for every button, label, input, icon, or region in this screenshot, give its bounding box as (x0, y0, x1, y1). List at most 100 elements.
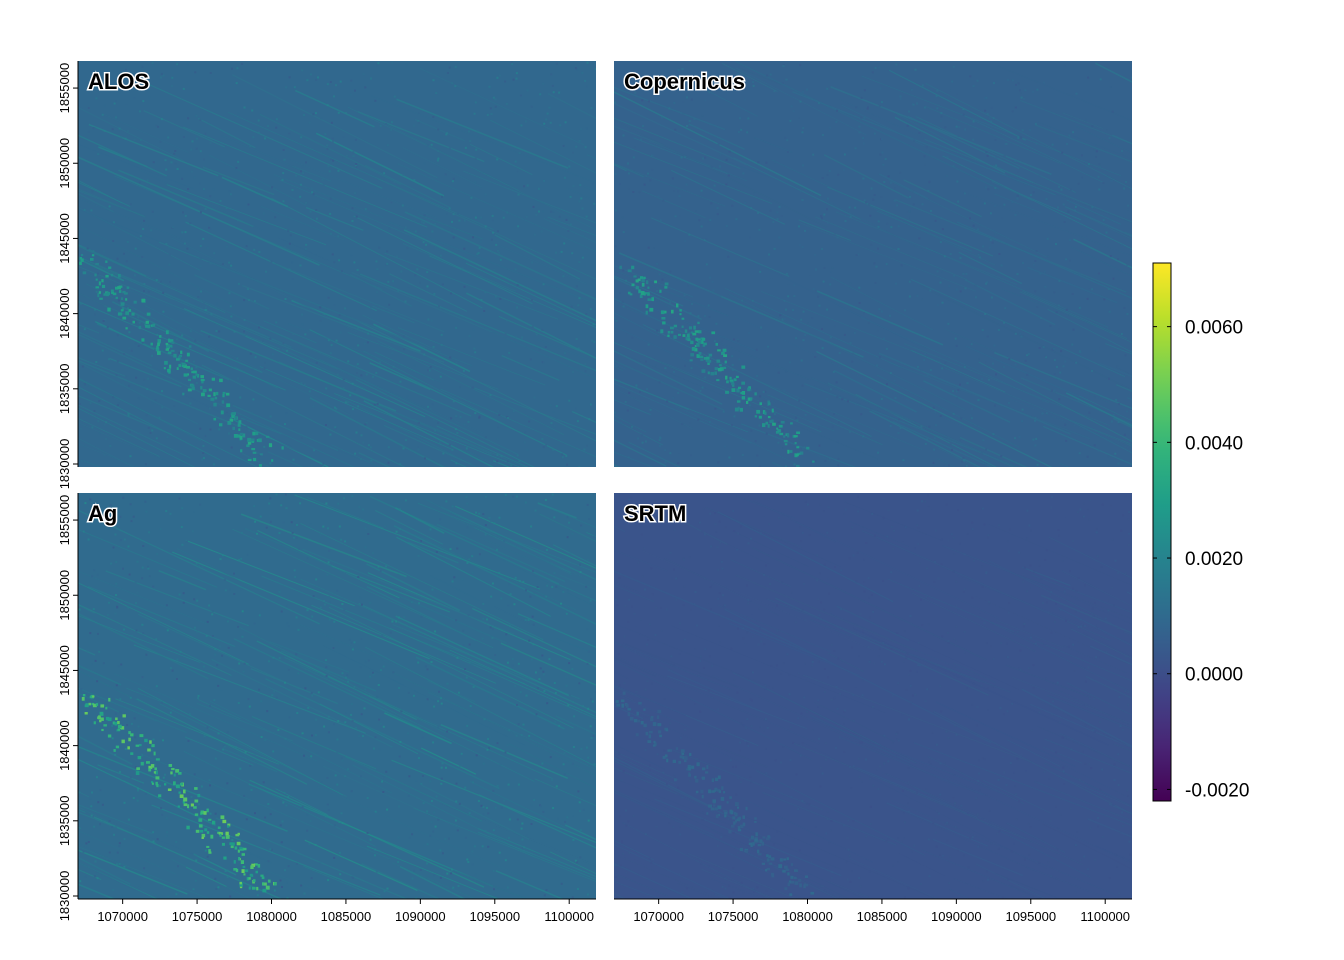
raster-speckle (833, 697, 836, 700)
raster-speckle (1079, 351, 1082, 354)
raster-speckle (542, 82, 545, 85)
raster-speckle (168, 281, 171, 284)
raster-feature (183, 789, 186, 794)
raster-speckle (1038, 174, 1041, 177)
raster-speckle (381, 634, 384, 637)
raster-speckle (1041, 400, 1044, 403)
raster-feature (171, 768, 175, 771)
raster-streak (259, 325, 472, 417)
raster-speckle (986, 281, 989, 284)
raster-speckle (458, 219, 461, 222)
raster-speckle (143, 219, 146, 222)
raster-speckle (552, 411, 555, 413)
raster-speckle (263, 361, 266, 364)
raster-speckle (358, 165, 361, 168)
raster-streak (78, 603, 232, 676)
raster-streak (736, 495, 796, 519)
raster-speckle (632, 814, 635, 817)
raster-speckle (194, 879, 197, 882)
raster-speckle (1031, 278, 1034, 281)
raster-feature (754, 415, 758, 418)
raster-speckle (1021, 408, 1024, 411)
raster-speckle (1020, 136, 1023, 139)
raster-speckle (248, 705, 251, 708)
raster-speckle (1063, 221, 1066, 223)
raster-streak (1105, 343, 1132, 355)
raster-speckle (461, 578, 464, 581)
raster-speckle (189, 330, 192, 333)
raster-speckle (1098, 188, 1101, 191)
raster-speckle (219, 558, 222, 561)
raster-speckle (559, 252, 562, 255)
raster-speckle (686, 285, 689, 288)
raster-speckle (482, 762, 485, 765)
raster-speckle (1099, 165, 1101, 168)
raster-speckle (475, 754, 478, 757)
raster-streak (650, 217, 790, 278)
raster-speckle (1074, 891, 1077, 894)
raster-speckle (202, 188, 205, 191)
raster-speckle (811, 660, 814, 663)
raster-speckle (592, 323, 595, 326)
raster-speckle (994, 139, 997, 141)
raster-speckle (756, 374, 758, 377)
raster-feature (777, 429, 781, 433)
raster-speckle (987, 536, 989, 539)
raster-feature (746, 400, 749, 404)
raster-streak (735, 61, 1000, 190)
raster-speckle (883, 762, 886, 765)
raster-speckle (544, 444, 547, 447)
raster-speckle (955, 93, 958, 96)
raster-speckle (122, 496, 125, 499)
raster-speckle (742, 892, 745, 895)
raster-streak (1073, 238, 1132, 269)
raster-speckle (165, 242, 168, 245)
raster-speckle (482, 513, 485, 516)
raster-streak (965, 345, 1087, 401)
raster-streak (414, 118, 466, 142)
raster-streak (1019, 291, 1132, 343)
raster-speckle (563, 751, 566, 754)
raster-speckle (895, 733, 898, 736)
raster-speckle (1102, 182, 1105, 184)
raster-speckle (145, 510, 148, 513)
raster-streak (78, 842, 194, 899)
raster-speckle (333, 824, 336, 827)
raster-feature (256, 439, 260, 442)
raster-streak (284, 656, 553, 779)
raster-streak (722, 63, 778, 92)
raster-speckle (756, 454, 759, 457)
raster-streak (106, 819, 217, 864)
raster-speckle (1024, 359, 1027, 362)
raster-speckle (615, 365, 618, 368)
raster-streak (1045, 585, 1132, 625)
raster-speckle (116, 334, 119, 337)
raster-streak (614, 125, 665, 147)
raster-speckle (382, 725, 385, 728)
raster-streak (774, 597, 989, 696)
raster-speckle (250, 788, 253, 791)
raster-speckle (169, 512, 172, 515)
raster-speckle (1015, 818, 1018, 821)
raster-feature (673, 324, 678, 328)
raster-speckle (452, 236, 455, 239)
raster-feature (207, 394, 211, 397)
raster-speckle (441, 852, 444, 855)
raster-speckle (103, 129, 106, 132)
raster-feature (92, 703, 97, 708)
raster-speckle (432, 345, 435, 348)
raster-speckle (472, 686, 475, 688)
raster-speckle (145, 184, 148, 187)
raster-speckle (397, 573, 400, 576)
raster-feature (202, 389, 207, 393)
raster-speckle (770, 664, 773, 667)
raster-speckle (197, 493, 200, 496)
raster-speckle (239, 396, 242, 399)
raster-speckle (377, 684, 380, 686)
raster-speckle (688, 332, 691, 335)
raster-speckle (910, 88, 913, 91)
raster-speckle (449, 356, 452, 359)
raster-speckle (141, 623, 144, 626)
raster-streak (670, 625, 886, 714)
raster-speckle (1077, 383, 1080, 386)
